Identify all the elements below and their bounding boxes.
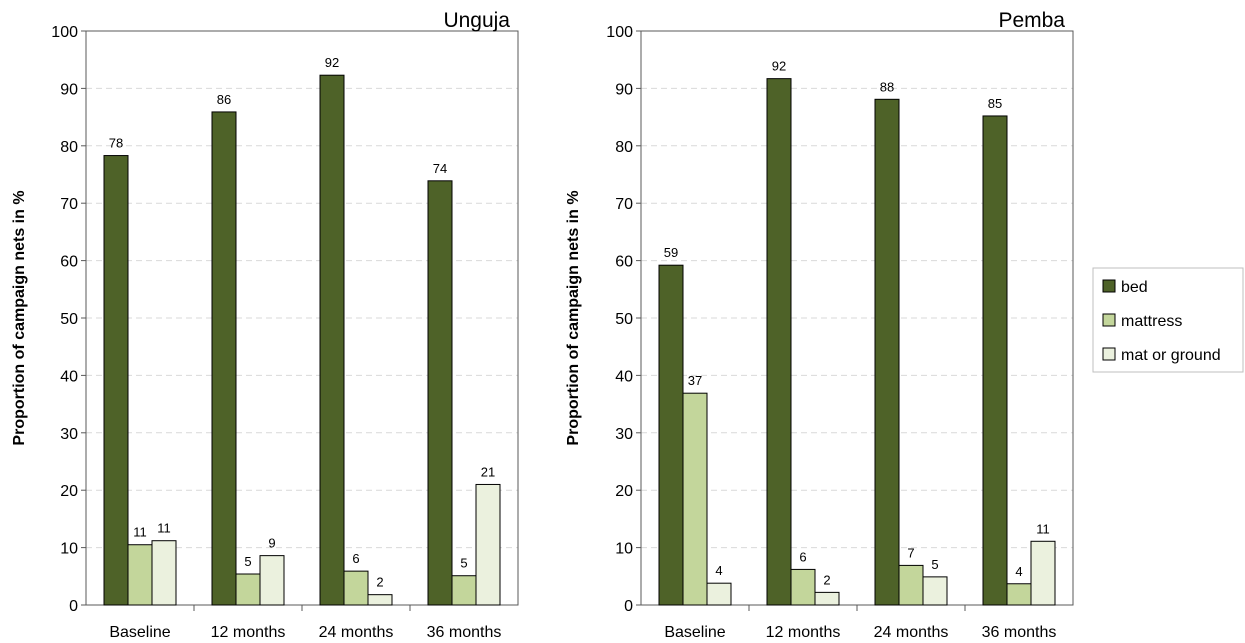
y-tick-label: 100: [606, 24, 633, 41]
legend-swatch-mattress: [1102, 313, 1116, 327]
legend-swatch-bed: [1102, 279, 1116, 293]
x-tick-label-24-months: 24 months: [874, 624, 949, 641]
y-tick-label: 30: [60, 426, 78, 443]
data-label-mattress-36-months: 4: [1015, 564, 1022, 579]
data-label-mat-or-ground-baseline: 4: [715, 563, 722, 578]
data-label-mat-or-ground-24-months: 5: [931, 557, 938, 572]
y-tick-label: 60: [60, 254, 78, 271]
bar-mattress-36-months: [1006, 583, 1032, 606]
legend-label-mattress: mattress: [1121, 313, 1182, 330]
y-axis-label: Proportion of campaign nets in %: [565, 190, 582, 445]
y-tick-label: 20: [60, 483, 78, 500]
data-label-mat-or-ground-12-months: 2: [823, 572, 830, 587]
bar-mat-or-ground-12-months: [814, 591, 840, 606]
y-tick-label: 90: [615, 81, 633, 98]
y-tick-label: 80: [60, 139, 78, 156]
bar-bed-baseline: [103, 155, 129, 606]
bar-mattress-baseline: [127, 544, 153, 606]
data-label-mat-or-ground-36-months: 21: [481, 464, 495, 479]
y-axis-label: Proportion of campaign nets in %: [11, 190, 28, 445]
data-label-mattress-24-months: 6: [352, 551, 359, 566]
y-tick-label: 40: [60, 368, 78, 385]
bar-bed-24-months: [874, 98, 900, 606]
data-label-bed-24-months: 88: [880, 79, 894, 94]
data-label-bed-12-months: 92: [772, 59, 786, 74]
y-tick-label: 0: [624, 598, 633, 615]
x-tick-label-12-months: 12 months: [211, 624, 286, 641]
chart-legend: bed mattress mat or ground: [1092, 267, 1244, 373]
y-tick-label: 30: [615, 426, 633, 443]
bar-bed-12-months: [766, 78, 792, 606]
y-tick-label: 90: [60, 81, 78, 98]
y-tick-label: 80: [615, 139, 633, 156]
bar-mattress-36-months: [451, 575, 477, 606]
bar-bed-12-months: [211, 111, 237, 606]
data-label-bed-12-months: 86: [217, 92, 231, 107]
bar-bed-36-months: [427, 180, 453, 606]
y-tick-label: 70: [615, 196, 633, 213]
y-tick-label: 10: [615, 541, 633, 558]
bar-mat-or-ground-36-months: [1030, 540, 1056, 606]
data-label-bed-baseline: 78: [109, 136, 123, 151]
y-tick-label: 40: [615, 368, 633, 385]
data-label-mat-or-ground-baseline: 11: [157, 521, 171, 536]
bar-mat-or-ground-baseline: [706, 582, 732, 606]
chart-panel-unguja: 0 10 20 30 40 50 60 70 80 90 100 Proportion of camp…: [11, 9, 519, 641]
bar-bed-36-months: [982, 115, 1008, 606]
panel-title: Unguja: [443, 9, 510, 32]
y-tick-label: 50: [60, 311, 78, 328]
bar-mat-or-ground-24-months: [367, 594, 393, 606]
bar-mat-or-ground-baseline: [151, 540, 177, 606]
y-tick-label: 70: [60, 196, 78, 213]
data-label-mattress-baseline: 11: [133, 525, 147, 540]
bar-mattress-12-months: [235, 573, 261, 606]
data-label-mattress-24-months: 7: [907, 545, 914, 560]
x-tick-label-baseline: Baseline: [664, 624, 725, 641]
data-label-bed-36-months: 74: [433, 161, 447, 176]
bar-mattress-24-months: [898, 564, 924, 606]
data-label-mattress-baseline: 37: [688, 373, 702, 388]
data-label-mattress-12-months: 6: [799, 549, 806, 564]
data-label-mattress-12-months: 5: [244, 554, 251, 569]
legend-box: [1092, 267, 1244, 373]
y-tick-label: 50: [615, 311, 633, 328]
legend-swatch-mat-or-ground: [1102, 347, 1116, 361]
panel-title: Pemba: [998, 9, 1065, 32]
x-tick-label-36-months: 36 months: [982, 624, 1057, 641]
bar-mat-or-ground-24-months: [922, 576, 948, 606]
x-tick-label-baseline: Baseline: [109, 624, 170, 641]
y-tick-label: 20: [615, 483, 633, 500]
bar-mattress-12-months: [790, 568, 816, 606]
data-label-mattress-36-months: 5: [460, 556, 467, 571]
x-tick-label-12-months: 12 months: [766, 624, 841, 641]
bar-bed-baseline: [658, 264, 684, 606]
legend-label-mat-or-ground: mat or ground: [1121, 347, 1221, 364]
data-label-bed-24-months: 92: [325, 55, 339, 70]
bar-mattress-baseline: [682, 392, 708, 606]
legend-label-bed: bed: [1121, 279, 1148, 296]
y-tick-label: 10: [60, 541, 78, 558]
data-label-mat-or-ground-36-months: 11: [1036, 521, 1050, 536]
data-label-bed-36-months: 85: [988, 96, 1002, 111]
data-label-mat-or-ground-24-months: 2: [376, 575, 383, 590]
x-tick-label-24-months: 24 months: [319, 624, 394, 641]
bar-mattress-24-months: [343, 570, 369, 606]
chart-panel-pemba: 0 10 20 30 40 50 60 70 80 90 100 Proportion of camp…: [565, 9, 1074, 641]
bar-bed-24-months: [319, 74, 345, 606]
data-label-bed-baseline: 59: [664, 245, 678, 260]
bar-mat-or-ground-36-months: [475, 483, 501, 606]
x-tick-label-36-months: 36 months: [427, 624, 502, 641]
y-tick-label: 60: [615, 254, 633, 271]
bar-mat-or-ground-12-months: [259, 555, 285, 606]
y-tick-label: 0: [69, 598, 78, 615]
data-label-mat-or-ground-12-months: 9: [268, 536, 275, 551]
y-tick-label: 100: [51, 24, 78, 41]
